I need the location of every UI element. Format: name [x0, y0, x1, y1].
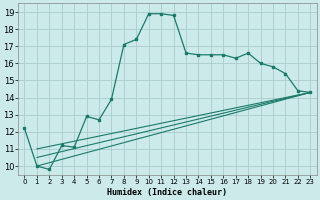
X-axis label: Humidex (Indice chaleur): Humidex (Indice chaleur) — [108, 188, 228, 197]
